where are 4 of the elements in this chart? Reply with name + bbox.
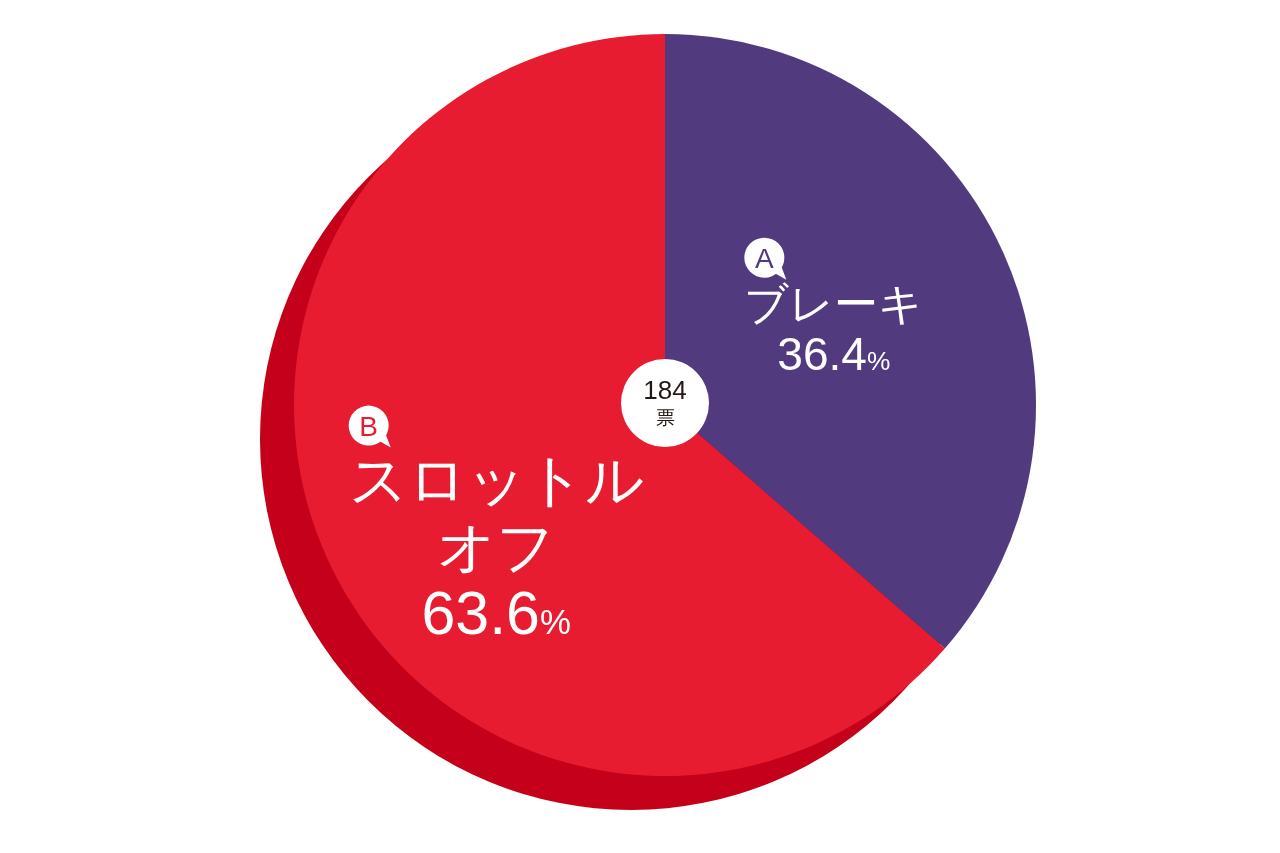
text: B: [359, 410, 379, 442]
text: 票: [655, 406, 675, 428]
text: A: [754, 242, 774, 274]
text: 184: [643, 375, 687, 406]
